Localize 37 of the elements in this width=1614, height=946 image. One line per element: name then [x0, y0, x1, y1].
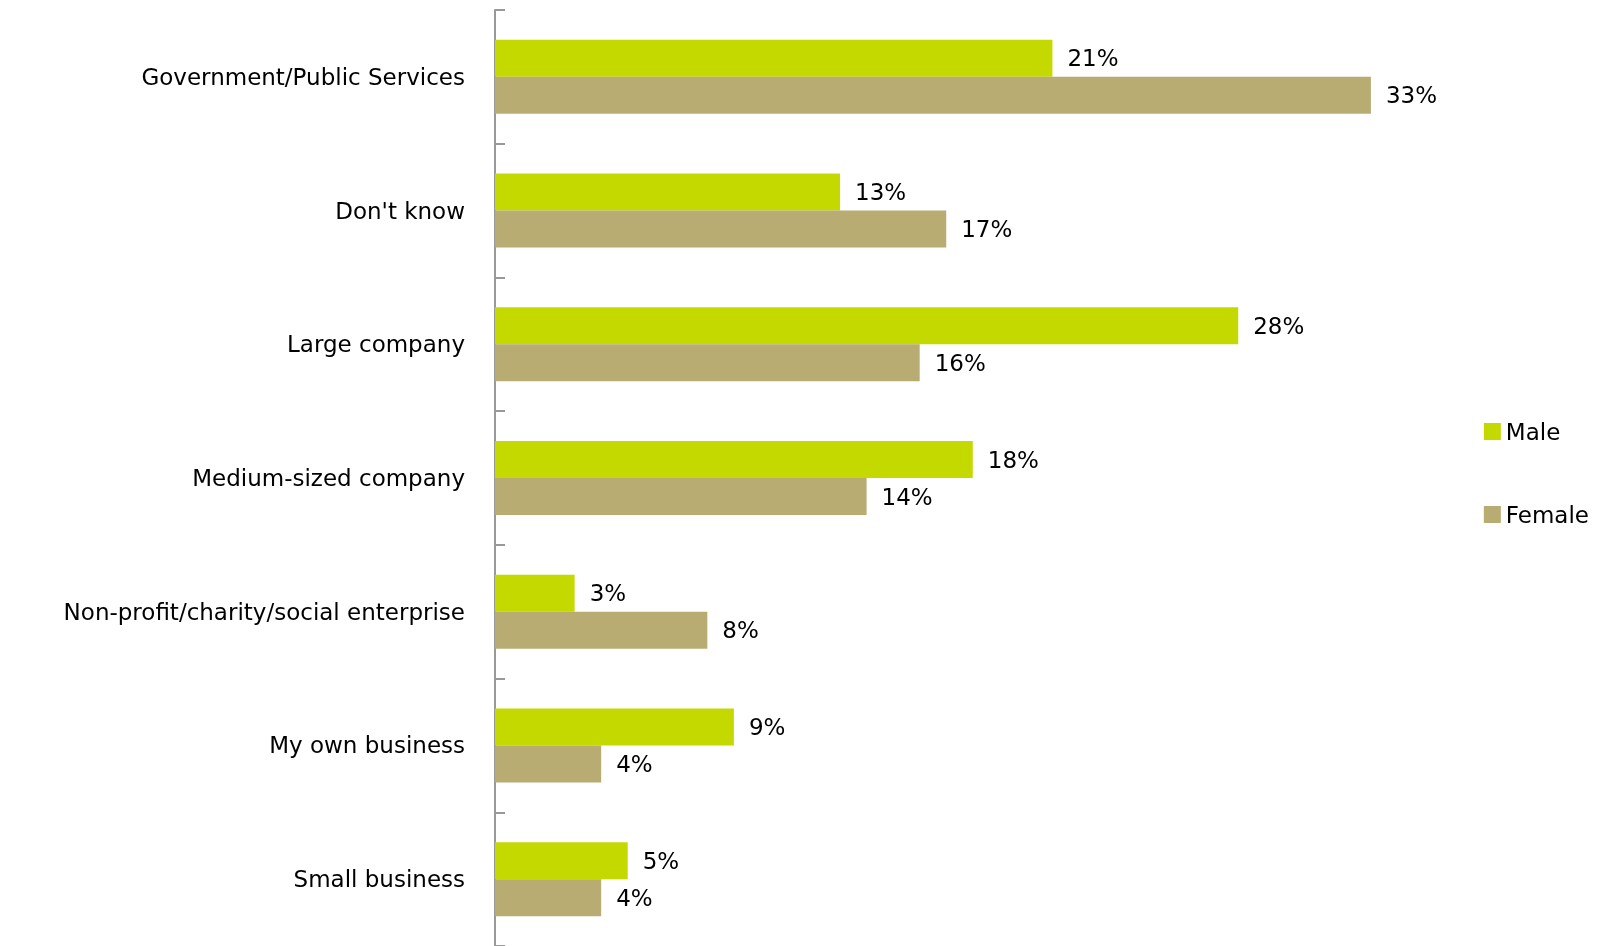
legend-label: Male: [1505, 418, 1561, 445]
bar: [495, 307, 1239, 345]
bar: [495, 210, 947, 248]
y-tick-label: Government/Public Services: [141, 63, 465, 90]
data-label: 33%: [1385, 82, 1438, 109]
data-label: 17%: [961, 216, 1013, 243]
bar: [495, 441, 973, 478]
y-tick-label: Don't know: [335, 197, 465, 224]
data-label: 3%: [589, 580, 627, 607]
data-label: 21%: [1067, 45, 1119, 72]
bar: [495, 39, 1053, 77]
bar: [495, 173, 841, 211]
data-label: 16%: [934, 349, 986, 376]
bar: [495, 574, 575, 612]
bar: [495, 611, 708, 649]
bar: [495, 344, 920, 382]
data-label: 8%: [722, 617, 759, 644]
y-tick-label: Medium-sized company: [192, 465, 465, 491]
data-label: 4%: [616, 884, 653, 911]
data-label: 18%: [987, 446, 1039, 473]
data-label: 14%: [881, 483, 933, 510]
bar: [495, 879, 602, 917]
data-label: 13%: [855, 179, 907, 206]
bar: [495, 708, 734, 746]
data-label: 9%: [748, 713, 786, 740]
y-tick-label: My own business: [269, 732, 465, 759]
y-tick-label: Small business: [293, 866, 465, 893]
legend-label: Female: [1505, 501, 1590, 528]
data-label: 28%: [1253, 312, 1305, 339]
data-label: 4%: [616, 750, 653, 777]
y-tick-label: Large company: [286, 331, 465, 358]
y-tick-label: Non-profit/charity/social enterprise: [63, 598, 465, 625]
bar: [495, 745, 602, 783]
bar: [495, 842, 628, 880]
bar: [495, 76, 1371, 114]
bar: [495, 478, 867, 515]
data-label: 5%: [642, 847, 680, 874]
